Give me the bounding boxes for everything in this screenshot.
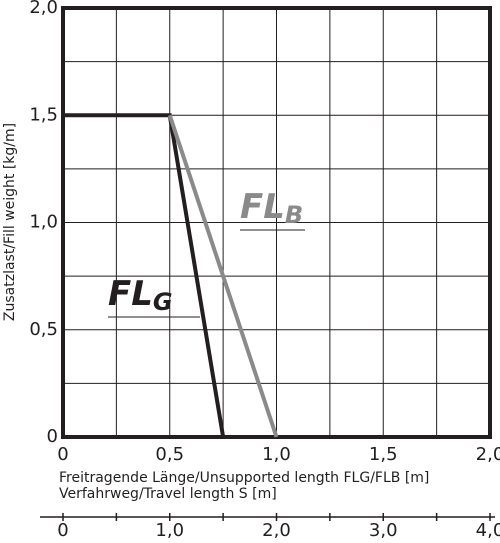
x-axis-title: Freitragende Länge/Unsupported length FL… xyxy=(59,470,429,486)
y-tick-label: 2,0 xyxy=(29,0,58,18)
x-tick-label: 0 xyxy=(57,444,68,465)
y-axis-title: Zusatzlast/Fill weight [kg/m] xyxy=(2,123,18,321)
series-label-main: FL xyxy=(240,187,285,227)
series-label-sub: B xyxy=(285,201,303,229)
x-tick-label: 1,0 xyxy=(262,444,291,465)
x2-tick-label: 1,0 xyxy=(155,520,184,541)
y-tick-label: 1,5 xyxy=(29,104,58,125)
x2-tick-label: 2,0 xyxy=(262,520,291,541)
x2-tick-label: 0 xyxy=(57,520,68,541)
series-label-sub: G xyxy=(153,288,173,316)
x2-tick-label: 4,0 xyxy=(476,520,500,541)
x-tick-label: 1,5 xyxy=(369,444,398,465)
x-tick-label: 0,5 xyxy=(155,444,184,465)
x2-axis-title: Verfahrweg/Travel length S [m] xyxy=(59,486,277,502)
series-label-main: FL xyxy=(108,274,153,314)
x2-tick-label: 3,0 xyxy=(369,520,398,541)
x-tick-label: 2,0 xyxy=(476,444,500,465)
y-tick-label: 0 xyxy=(47,426,58,447)
series-line xyxy=(167,114,279,438)
series-label: FLG xyxy=(108,274,173,317)
series-label: FLB xyxy=(240,187,303,230)
y-tick-label: 1,0 xyxy=(29,212,58,233)
y-tick-label: 0,5 xyxy=(29,319,58,340)
